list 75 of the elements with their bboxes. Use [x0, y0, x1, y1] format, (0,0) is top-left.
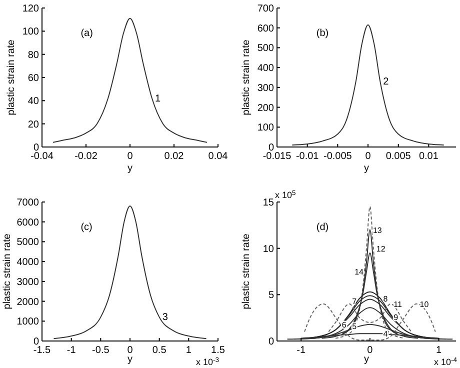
- x-axis-title: y: [364, 354, 369, 365]
- y-tick-label: 80: [28, 50, 40, 61]
- y-axis-title: plastic strain rate: [6, 39, 17, 116]
- y-tick-label: 6000: [16, 217, 40, 228]
- y-tick-label: 0: [33, 142, 40, 154]
- annotation: 10: [420, 300, 430, 309]
- y-tick-label: 60: [28, 73, 40, 84]
- y-tick-label: 7000: [16, 198, 40, 208]
- x-tick-label: -0.5: [92, 345, 110, 356]
- x-tick-label: -0.02: [74, 151, 98, 162]
- y-tick-label: 200: [257, 102, 274, 114]
- annotation: 14: [354, 268, 364, 276]
- x-tick-label: 0: [127, 345, 134, 356]
- x-tick-label: -0.005: [324, 151, 352, 162]
- y-tick-label: 100: [257, 122, 274, 134]
- y-tick-label: 0: [268, 336, 274, 348]
- annotation: 1: [155, 93, 161, 104]
- y-tick-label: 600: [257, 23, 274, 34]
- text: x 10$^{-3}$: [196, 356, 220, 367]
- x-axis-title: y: [128, 354, 132, 365]
- x-tick-label: 1.5: [211, 345, 226, 356]
- y-tick-label: 120: [22, 4, 40, 14]
- x-tick-label: 0.04: [208, 151, 228, 162]
- x-axis-title: y: [364, 163, 369, 174]
- y-axis-title: plastic strain rate: [2, 233, 13, 310]
- annotation: 6: [342, 320, 347, 330]
- y-tick-label: 5: [268, 290, 274, 302]
- y-tick-label: 4000: [16, 257, 40, 268]
- x-tick-label: 0.02: [164, 151, 184, 162]
- y-tick-label: 0: [268, 142, 274, 154]
- x-tick-label: -0.015: [262, 151, 292, 162]
- annotation: 13: [372, 226, 382, 235]
- x-tick-label: 0: [127, 151, 134, 162]
- x-tick-label: 0: [365, 151, 372, 162]
- annotation: 9: [394, 312, 399, 322]
- x-tick-label: 0.005: [386, 151, 412, 162]
- y-tick-label: 300: [257, 82, 274, 94]
- annotation: 3: [162, 312, 168, 324]
- text: (b): [316, 28, 329, 39]
- y-tick-label: 5000: [16, 237, 40, 248]
- y-tick-label: 20: [28, 119, 40, 130]
- y-tick-label: 0: [33, 336, 40, 348]
- annotation: 11: [394, 300, 402, 309]
- y-tick-label: 2000: [16, 296, 40, 308]
- annotation: 7: [352, 297, 358, 306]
- x-tick-label: 1: [436, 345, 442, 356]
- y-axis-title: plastic strain rate: [241, 39, 252, 116]
- text: (a): [80, 28, 93, 39]
- x-tick-label: 0.01: [418, 151, 439, 162]
- y-tick-label: 500: [257, 43, 274, 54]
- y-axis-title: plastic strain rate: [241, 233, 252, 310]
- annotation: 8: [383, 294, 388, 304]
- y-tick-label: 40: [28, 96, 40, 108]
- text: (d): [316, 222, 329, 233]
- x-axis-title: y: [128, 163, 132, 174]
- x-tick-label: -1: [66, 345, 76, 356]
- x-tick-label: -1: [296, 345, 306, 356]
- text: x 10$^{-4}$: [434, 356, 458, 367]
- y-tick-label: 400: [257, 63, 274, 74]
- x-tick-label: -1.5: [33, 345, 52, 356]
- x-tick-label: 0.5: [152, 345, 167, 356]
- text: (c): [80, 222, 92, 233]
- annotation: 2: [383, 76, 390, 88]
- x-tick-label: -0.01: [296, 151, 320, 162]
- x-tick-label: 1: [186, 345, 192, 356]
- annotation: 12: [376, 244, 386, 254]
- y-tick-label: 3000: [16, 276, 40, 288]
- y-tick-label: 100: [22, 26, 40, 38]
- x-tick-label: -0.04: [30, 151, 54, 162]
- y-tick-label: 10: [262, 244, 274, 255]
- y-tick-label: 15: [262, 198, 274, 208]
- text: x 10$^{5}$: [275, 190, 296, 200]
- y-tick-label: 700: [257, 4, 274, 14]
- y-tick-label: 1000: [16, 316, 40, 328]
- x-tick-label: 0: [367, 345, 374, 356]
